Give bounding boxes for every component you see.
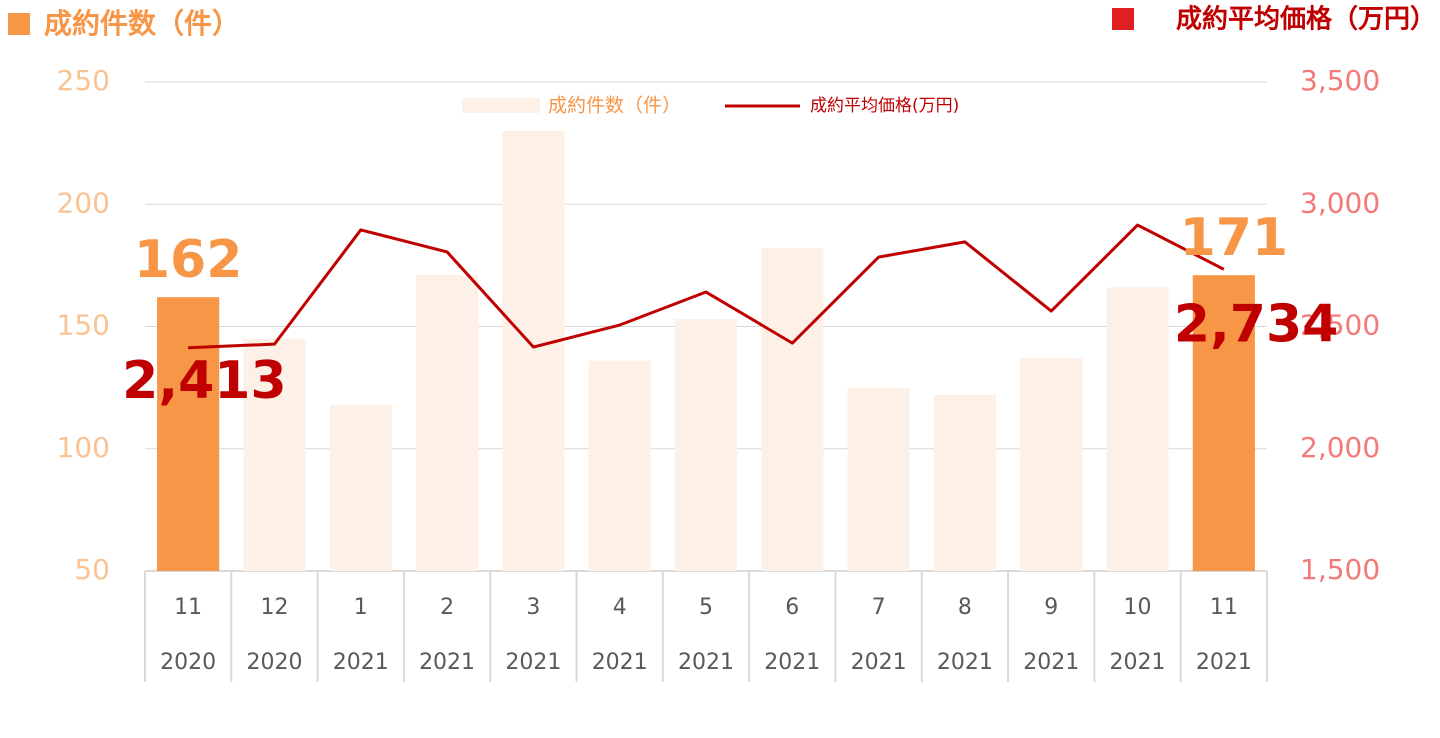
y2-axis-title: 成約平均価格（万円） — [1176, 4, 1436, 35]
y-tick-label: 50 — [74, 553, 110, 586]
legend-swatch — [462, 98, 540, 113]
y2-tick-label: 2,500 — [1300, 309, 1380, 342]
x-tick-label-year: 2021 — [1196, 650, 1252, 675]
data-label: 171 — [1180, 208, 1289, 268]
x-tick-label: 4 — [613, 595, 627, 620]
title-marker — [8, 13, 30, 35]
bar — [1106, 287, 1169, 571]
x-tick-label-year: 2021 — [505, 650, 561, 675]
bar — [674, 319, 738, 571]
bar — [157, 297, 220, 571]
x-tick-label-year: 2021 — [937, 650, 993, 675]
data-label: 162 — [134, 230, 243, 290]
x-tick-label-year: 2021 — [592, 650, 648, 675]
x-tick-label-year: 2021 — [333, 650, 389, 675]
x-tick-label-year: 2020 — [160, 650, 216, 675]
x-tick-label-year: 2021 — [851, 650, 907, 675]
bar — [933, 394, 996, 571]
x-tick-label: 10 — [1124, 595, 1152, 620]
x-tick-label: 9 — [1044, 595, 1058, 620]
title-marker — [1112, 8, 1134, 30]
y-tick-label: 150 — [57, 309, 110, 342]
bar — [502, 130, 565, 571]
x-tick-label-year: 2021 — [678, 650, 734, 675]
bar — [329, 404, 392, 571]
x-tick-label: 12 — [260, 595, 288, 620]
x-tick-label-year: 2020 — [246, 650, 302, 675]
bar — [588, 360, 651, 571]
bar — [416, 275, 479, 571]
bar — [1192, 275, 1255, 571]
bar — [761, 248, 824, 571]
x-tick-label: 2 — [440, 595, 454, 620]
x-tick-label-year: 2021 — [764, 650, 820, 675]
x-tick-label: 3 — [526, 595, 540, 620]
y-tick-label: 200 — [57, 186, 110, 219]
bar — [847, 387, 910, 571]
y2-tick-label: 2,000 — [1300, 431, 1380, 464]
x-tick-label: 5 — [699, 595, 713, 620]
data-label: 2,413 — [122, 351, 286, 411]
y2-tick-label: 3,500 — [1300, 64, 1380, 97]
x-tick-label: 1 — [354, 595, 368, 620]
x-tick-label: 11 — [174, 595, 202, 620]
legend-label: 成約件数（件） — [548, 95, 681, 117]
x-tick-label: 7 — [872, 595, 886, 620]
x-tick-label: 11 — [1210, 595, 1238, 620]
bar — [1020, 358, 1083, 571]
y2-tick-label: 3,000 — [1300, 186, 1380, 219]
y-tick-label: 100 — [57, 431, 110, 464]
x-tick-label-year: 2021 — [1023, 650, 1079, 675]
x-tick-label-year: 2021 — [1110, 650, 1166, 675]
y2-tick-label: 1,500 — [1300, 553, 1380, 586]
y-axis-title: 成約件数（件） — [44, 7, 240, 40]
x-tick-label: 6 — [785, 595, 799, 620]
legend-label: 成約平均価格(万円) — [810, 96, 959, 116]
y-tick-label: 250 — [57, 64, 110, 97]
x-tick-label: 8 — [958, 595, 972, 620]
data-label: 2,734 — [1174, 294, 1338, 354]
bar — [243, 338, 306, 571]
line — [188, 223, 1225, 350]
x-tick-label-year: 2021 — [419, 650, 475, 675]
